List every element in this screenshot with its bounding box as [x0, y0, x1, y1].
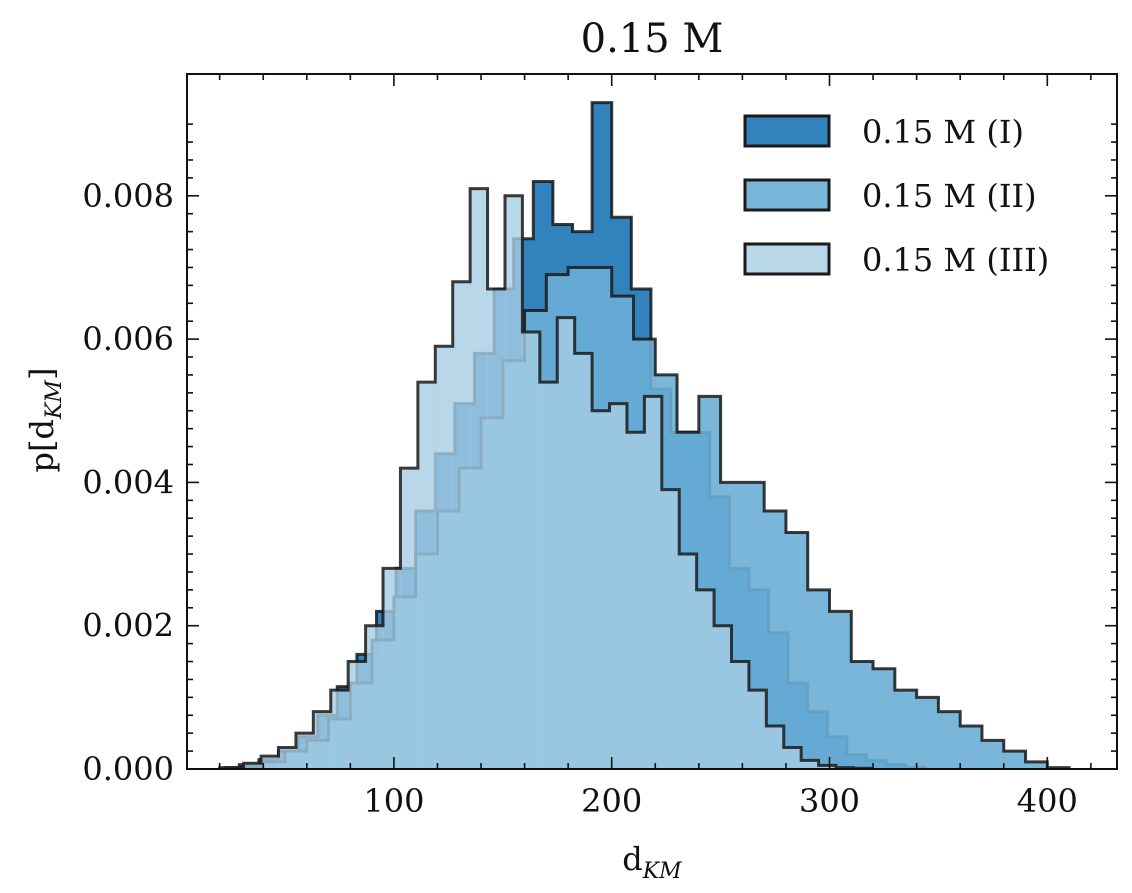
- y-tick-label: 0.000: [82, 750, 174, 788]
- histogram-bar: [609, 403, 628, 769]
- plot-frame: [186, 73, 1118, 770]
- legend-swatch: [743, 178, 831, 212]
- histogram-bar: [644, 396, 663, 769]
- histogram-bar: [661, 489, 680, 769]
- histogram-bar: [574, 353, 593, 769]
- x-tick-label: 200: [581, 782, 642, 820]
- histogram-bar: [592, 410, 610, 769]
- legend-label: 0.15 M (I): [862, 113, 1024, 151]
- histogram-bar: [801, 760, 820, 769]
- histogram-bar: [783, 747, 802, 769]
- x-axis-label-main: d: [622, 840, 642, 878]
- legend-label: 0.15 M (III): [862, 241, 1049, 279]
- y-axis-label-main: p[d: [23, 419, 61, 472]
- histogram-bar: [679, 554, 698, 769]
- histogram-bar: [383, 568, 401, 769]
- histogram-bar: [557, 317, 576, 769]
- histogram-bar: [916, 697, 939, 769]
- histogram-bar: [539, 382, 558, 769]
- legend-swatch: [743, 114, 831, 148]
- histogram-bar: [807, 589, 830, 769]
- histogram-bar: [764, 511, 787, 769]
- x-tick-label: 300: [799, 782, 860, 820]
- histogram-bar: [330, 690, 349, 769]
- y-tick-label: 0.004: [82, 463, 174, 501]
- axis-tick-labels-layer: 100 200 300 400 0.000 0.002 0.004 0.006 0.008: [82, 177, 1077, 820]
- histogram-bar: [1025, 761, 1048, 769]
- y-tick-label: 0.002: [82, 607, 174, 645]
- histogram-bar: [470, 188, 488, 770]
- x-tick-label: 400: [1017, 782, 1078, 820]
- histogram-bar: [295, 733, 314, 769]
- histogram-bar: [435, 346, 454, 769]
- legend-label: 0.15 M (II): [862, 177, 1037, 215]
- series-3: [224, 187, 873, 770]
- y-tick-label: 0.008: [82, 177, 174, 215]
- histogram-bar: [748, 690, 767, 769]
- histogram-bar: [766, 726, 785, 769]
- histogram-bar: [626, 432, 645, 769]
- x-axis-label: dKM: [622, 840, 682, 884]
- histogram-bar: [278, 747, 297, 769]
- histogram-bar: [400, 468, 419, 769]
- histogram-bar: [522, 331, 541, 769]
- y-axis-label-subscript: KM: [42, 380, 67, 420]
- histogram-bar: [873, 668, 896, 769]
- histogram-bar: [938, 711, 961, 769]
- histogram-bar: [487, 288, 506, 769]
- histogram-bar: [243, 763, 262, 769]
- histogram-bar: [452, 281, 471, 769]
- histogram-bar: [365, 625, 384, 769]
- histogram-bar: [417, 382, 436, 769]
- histogram-bar: [1003, 751, 1026, 769]
- histogram-series-layer: [218, 101, 1071, 770]
- legend-swatch: [743, 242, 831, 276]
- legend: 0.15 M (I) 0.15 M (II) 0.15 M (III): [743, 113, 1049, 279]
- histogram-bar: [818, 765, 837, 769]
- y-axis-label: p[dKM]: [23, 368, 67, 473]
- histogram-bar: [829, 611, 852, 769]
- histogram-bar: [504, 195, 523, 769]
- x-axis-label-subscript: KM: [642, 859, 682, 884]
- histogram-bar: [785, 532, 809, 769]
- y-tick-label: 0.006: [82, 320, 174, 358]
- histogram-bar: [851, 661, 874, 769]
- histogram-bar: [894, 690, 918, 769]
- histogram-bar: [714, 625, 732, 769]
- histogram-bar: [313, 711, 332, 769]
- histogram-bar: [348, 661, 366, 769]
- chart-title: 0.15 M: [581, 16, 724, 62]
- histogram-bar: [696, 589, 715, 769]
- histogram-outline: [224, 187, 873, 770]
- histogram-bar: [731, 661, 750, 769]
- histogram-bar: [981, 740, 1005, 769]
- histogram-bar: [261, 756, 279, 769]
- histogram-bar: [960, 726, 983, 769]
- y-axis-label-close: ]: [23, 368, 61, 380]
- x-tick-label: 100: [363, 782, 424, 820]
